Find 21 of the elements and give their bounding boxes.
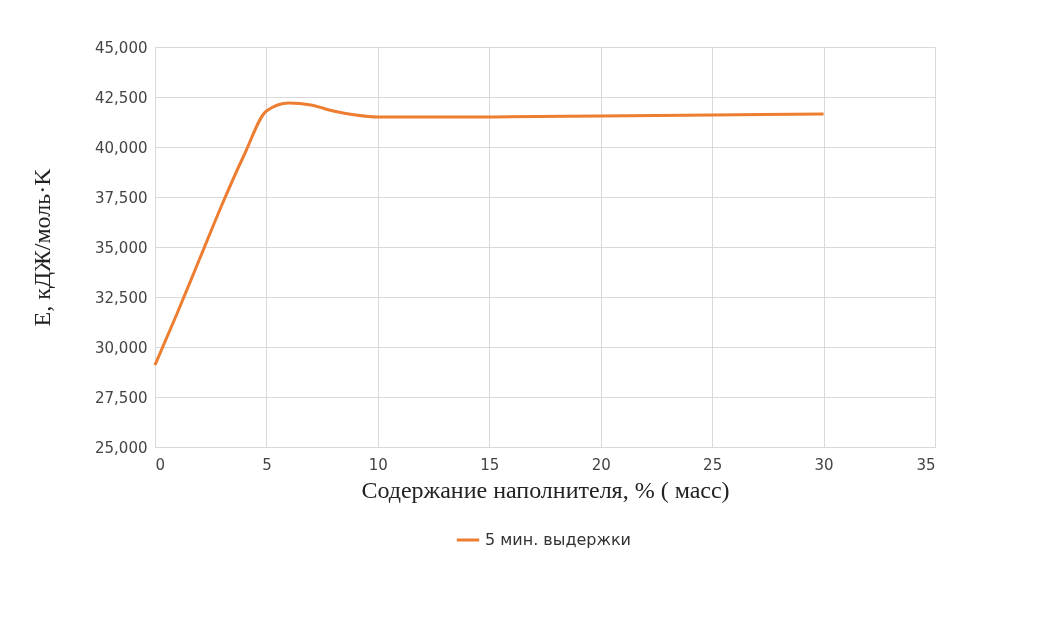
y-axis-title: E, кДЖ/моль·K bbox=[29, 167, 56, 327]
line-series bbox=[153, 101, 826, 367]
y-tick-label: 37,500 bbox=[95, 188, 148, 207]
y-tick-label: 30,000 bbox=[95, 338, 148, 357]
y-tick-label: 42,500 bbox=[95, 88, 148, 107]
y-tick-label: 25,000 bbox=[95, 438, 148, 457]
x-tick-label: 5 bbox=[262, 455, 272, 474]
y-tick-label: 27,500 bbox=[95, 388, 148, 407]
legend-label: 5 мин. выдержки bbox=[485, 530, 631, 549]
x-tick-label: 25 bbox=[703, 455, 723, 474]
x-tick-label: 15 bbox=[480, 455, 500, 474]
y-tick-label: 45,000 bbox=[95, 38, 148, 57]
x-axis-title: Содержание наполнителя, % ( масс) bbox=[361, 476, 730, 503]
x-tick-label: 30 bbox=[814, 455, 834, 474]
x-tick-label: 35 bbox=[916, 455, 936, 474]
y-tick-label: 35,000 bbox=[95, 238, 148, 257]
y-tick-label: 40,000 bbox=[95, 138, 148, 157]
x-tick-label: 20 bbox=[591, 455, 611, 474]
x-tick-label: 10 bbox=[368, 455, 388, 474]
y-tick-label: 32,500 bbox=[95, 288, 148, 307]
x-tick-label: 0 bbox=[155, 455, 166, 474]
